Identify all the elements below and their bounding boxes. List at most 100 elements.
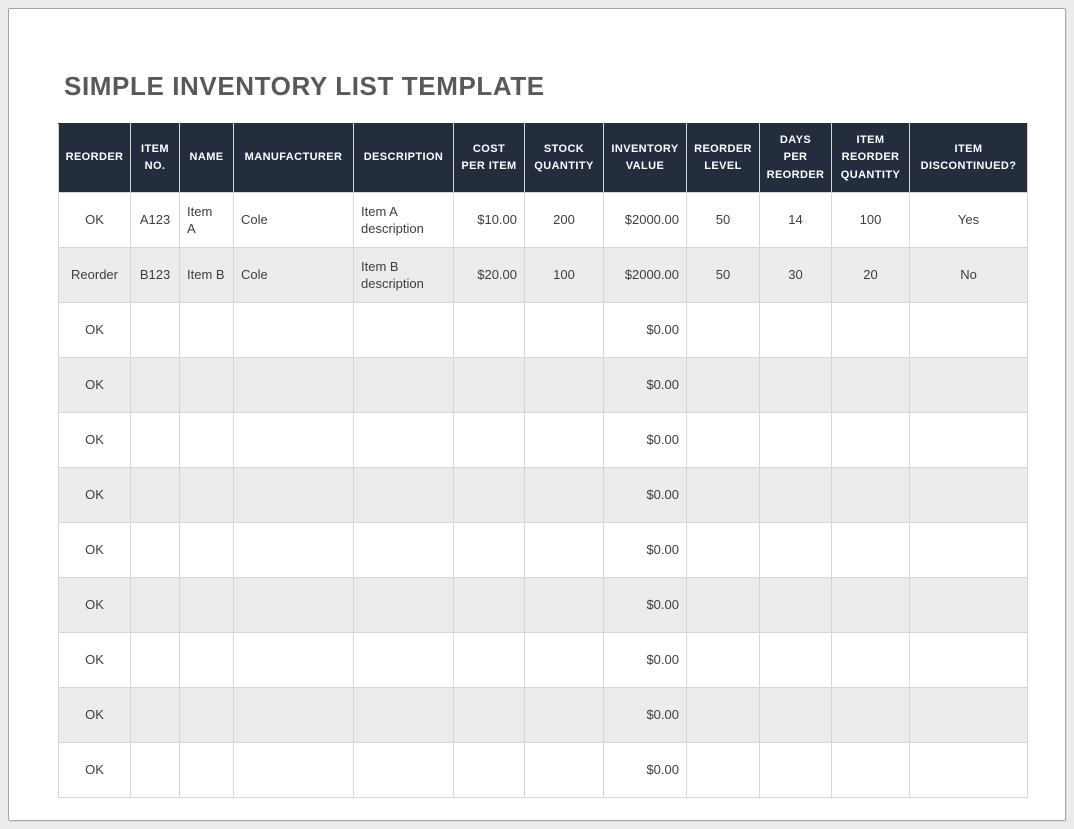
cell-description[interactable] [353,742,454,798]
cell-item_discontinued[interactable] [909,467,1028,523]
cell-inventory_value[interactable]: $0.00 [603,522,687,578]
cell-name[interactable] [179,742,234,798]
cell-cost_per_item[interactable]: $20.00 [453,247,525,303]
cell-item_discontinued[interactable] [909,687,1028,743]
cell-inventory_value[interactable]: $0.00 [603,412,687,468]
cell-item_discontinued[interactable] [909,302,1028,358]
cell-name[interactable] [179,522,234,578]
cell-cost_per_item[interactable] [453,632,525,688]
cell-reorder[interactable]: OK [58,632,131,688]
cell-cost_per_item[interactable] [453,412,525,468]
cell-item_no[interactable]: B123 [130,247,180,303]
cell-item_reorder_quantity[interactable] [831,302,910,358]
cell-item_reorder_quantity[interactable] [831,522,910,578]
cell-item_discontinued[interactable]: No [909,247,1028,303]
cell-stock_quantity[interactable] [524,302,604,358]
cell-cost_per_item[interactable]: $10.00 [453,192,525,248]
cell-item_discontinued[interactable] [909,632,1028,688]
cell-days_per_reorder[interactable] [759,302,832,358]
cell-name[interactable] [179,412,234,468]
cell-item_discontinued[interactable] [909,742,1028,798]
cell-stock_quantity[interactable] [524,687,604,743]
cell-reorder_level[interactable] [686,412,760,468]
cell-manufacturer[interactable] [233,467,354,523]
cell-inventory_value[interactable]: $0.00 [603,357,687,413]
cell-days_per_reorder[interactable] [759,577,832,633]
cell-stock_quantity[interactable] [524,467,604,523]
cell-inventory_value[interactable]: $0.00 [603,687,687,743]
cell-item_reorder_quantity[interactable] [831,742,910,798]
cell-inventory_value[interactable]: $0.00 [603,467,687,523]
cell-manufacturer[interactable] [233,577,354,633]
cell-inventory_value[interactable]: $0.00 [603,302,687,358]
cell-manufacturer[interactable] [233,302,354,358]
cell-item_no[interactable]: A123 [130,192,180,248]
cell-item_reorder_quantity[interactable] [831,467,910,523]
cell-description[interactable]: Item A description [353,192,454,248]
cell-reorder[interactable]: OK [58,522,131,578]
cell-cost_per_item[interactable] [453,467,525,523]
cell-manufacturer[interactable] [233,357,354,413]
cell-name[interactable]: Item B [179,247,234,303]
cell-reorder_level[interactable] [686,302,760,358]
cell-item_no[interactable] [130,687,180,743]
cell-description[interactable] [353,302,454,358]
cell-item_reorder_quantity[interactable]: 20 [831,247,910,303]
cell-item_no[interactable] [130,302,180,358]
cell-item_reorder_quantity[interactable] [831,412,910,468]
cell-reorder_level[interactable] [686,742,760,798]
cell-item_reorder_quantity[interactable] [831,687,910,743]
cell-stock_quantity[interactable] [524,632,604,688]
cell-description[interactable] [353,467,454,523]
cell-manufacturer[interactable] [233,632,354,688]
cell-reorder_level[interactable] [686,577,760,633]
cell-manufacturer[interactable] [233,742,354,798]
cell-item_no[interactable] [130,357,180,413]
cell-name[interactable]: Item A [179,192,234,248]
cell-item_discontinued[interactable] [909,577,1028,633]
cell-stock_quantity[interactable] [524,357,604,413]
cell-cost_per_item[interactable] [453,357,525,413]
cell-manufacturer[interactable] [233,687,354,743]
cell-name[interactable] [179,632,234,688]
cell-stock_quantity[interactable] [524,522,604,578]
cell-days_per_reorder[interactable]: 14 [759,192,832,248]
cell-days_per_reorder[interactable] [759,467,832,523]
cell-reorder[interactable]: OK [58,412,131,468]
cell-item_no[interactable] [130,742,180,798]
cell-stock_quantity[interactable] [524,577,604,633]
cell-description[interactable]: Item B description [353,247,454,303]
cell-reorder_level[interactable] [686,467,760,523]
cell-inventory_value[interactable]: $0.00 [603,632,687,688]
cell-item_no[interactable] [130,467,180,523]
cell-item_reorder_quantity[interactable] [831,577,910,633]
cell-cost_per_item[interactable] [453,522,525,578]
cell-name[interactable] [179,577,234,633]
cell-reorder[interactable]: OK [58,742,131,798]
cell-description[interactable] [353,357,454,413]
cell-cost_per_item[interactable] [453,742,525,798]
cell-item_reorder_quantity[interactable]: 100 [831,192,910,248]
cell-reorder_level[interactable] [686,632,760,688]
cell-cost_per_item[interactable] [453,302,525,358]
cell-item_discontinued[interactable]: Yes [909,192,1028,248]
cell-days_per_reorder[interactable]: 30 [759,247,832,303]
cell-name[interactable] [179,357,234,413]
cell-inventory_value[interactable]: $0.00 [603,742,687,798]
cell-manufacturer[interactable]: Cole [233,192,354,248]
cell-stock_quantity[interactable] [524,412,604,468]
cell-item_reorder_quantity[interactable] [831,357,910,413]
cell-description[interactable] [353,522,454,578]
cell-item_discontinued[interactable] [909,522,1028,578]
cell-days_per_reorder[interactable] [759,632,832,688]
cell-description[interactable] [353,687,454,743]
cell-reorder[interactable]: OK [58,357,131,413]
cell-inventory_value[interactable]: $2000.00 [603,192,687,248]
cell-reorder[interactable]: OK [58,302,131,358]
cell-item_discontinued[interactable] [909,357,1028,413]
cell-name[interactable] [179,302,234,358]
cell-inventory_value[interactable]: $2000.00 [603,247,687,303]
cell-item_reorder_quantity[interactable] [831,632,910,688]
cell-reorder[interactable]: OK [58,687,131,743]
cell-reorder[interactable]: OK [58,577,131,633]
